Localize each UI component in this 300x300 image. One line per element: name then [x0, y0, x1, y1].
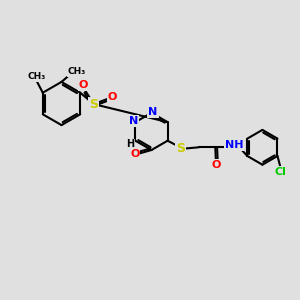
- Text: O: O: [130, 148, 140, 159]
- Text: Cl: Cl: [274, 167, 286, 177]
- Text: NH: NH: [225, 140, 243, 150]
- Text: N: N: [148, 107, 158, 117]
- Text: O: O: [108, 92, 117, 102]
- Text: S: S: [89, 98, 98, 111]
- Text: CH₃: CH₃: [27, 72, 45, 81]
- Text: O: O: [211, 160, 220, 170]
- Text: H: H: [126, 139, 134, 149]
- Text: CH₃: CH₃: [68, 67, 85, 76]
- Text: O: O: [79, 80, 88, 90]
- Text: S: S: [176, 142, 185, 155]
- Text: N: N: [129, 116, 139, 126]
